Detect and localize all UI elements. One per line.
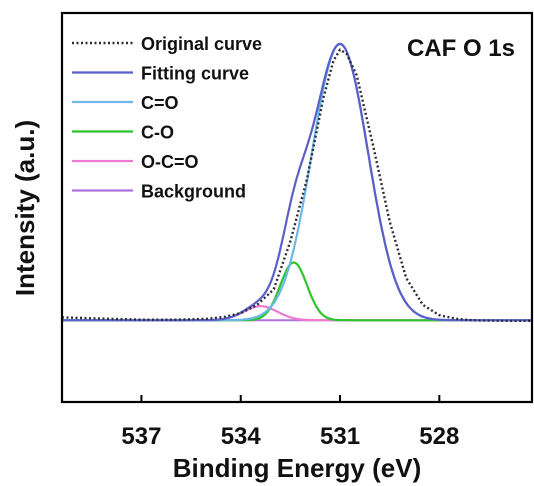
legend-label: O-C=O bbox=[141, 152, 199, 172]
legend-label: C=O bbox=[141, 93, 179, 113]
peak-c_eq_o-line bbox=[62, 42, 532, 322]
legend: Original curve Fitting curve C=O C-O O-C=O Ba… bbox=[72, 34, 262, 202]
fitting-curve-line bbox=[62, 42, 532, 322]
x-tick-label: 528 bbox=[419, 423, 459, 450]
legend-label: C-O bbox=[141, 123, 174, 143]
x-tick-label: 537 bbox=[121, 423, 161, 450]
x-tick-label: 531 bbox=[320, 423, 360, 450]
x-ticks: 537 534 531 528 bbox=[121, 395, 459, 450]
peak-c_o-line bbox=[62, 261, 532, 322]
original-curve-line bbox=[61, 48, 532, 322]
plot-frame bbox=[60, 11, 534, 404]
legend-label: Fitting curve bbox=[141, 64, 249, 84]
legend-label: Original curve bbox=[141, 34, 262, 54]
x-axis-label: Binding Energy (eV) bbox=[173, 453, 421, 483]
legend-label: Background bbox=[141, 182, 246, 202]
y-axis-label: Intensity (a.u.) bbox=[10, 120, 40, 296]
chart-title: CAF O 1s bbox=[407, 35, 515, 62]
curves-layer bbox=[61, 42, 532, 322]
x-tick-label: 534 bbox=[221, 423, 262, 450]
